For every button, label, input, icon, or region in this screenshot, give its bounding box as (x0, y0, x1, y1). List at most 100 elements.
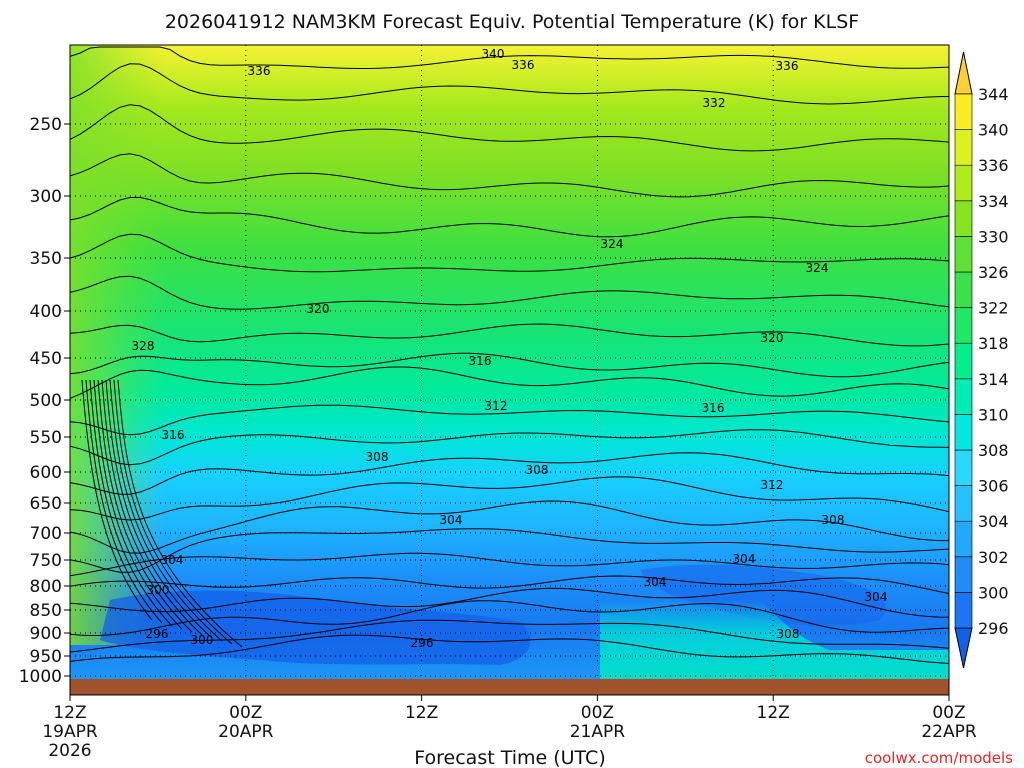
contour-line (69, 275, 950, 310)
contour-line (69, 196, 950, 238)
contour-label: 324 (806, 261, 829, 275)
colorbar-segment (954, 520, 973, 558)
x-tick-hour: 00Z (581, 703, 614, 723)
contour-line (69, 452, 950, 495)
contour-label: 316 (702, 401, 725, 415)
colorbar-label: 334 (978, 192, 1009, 211)
y-tick-label: 600 (30, 463, 62, 483)
x-tick-hour: 12Z (53, 703, 86, 723)
contour-label: 320 (761, 331, 784, 345)
y-tick-label: 750 (30, 551, 62, 571)
colorbar-segment (954, 556, 973, 593)
contour-line (109, 379, 223, 642)
contour-line (105, 379, 213, 639)
colorbar-label: 300 (978, 583, 1009, 602)
y-tick-label: 400 (30, 302, 62, 322)
colorbar-segment (954, 378, 973, 415)
y-tick-label: 850 (30, 601, 62, 621)
gridlines (70, 45, 949, 679)
low-theta-pocket (100, 590, 531, 665)
colorbar-label: 310 (978, 405, 1009, 424)
x-tick-hour: 00Z (932, 703, 965, 723)
contour-label: 324 (601, 237, 624, 251)
colorbar-segment (954, 307, 973, 344)
x-axis-label: Forecast Time (UTC) (414, 747, 605, 768)
colorbar-top-arrow (954, 51, 973, 95)
colorbar-segment (954, 485, 973, 522)
contour-line (69, 528, 950, 573)
colorbar-label: 330 (978, 227, 1009, 246)
y-tick-label: 1000 (19, 667, 62, 687)
contour-line (69, 600, 950, 637)
contour-line (89, 379, 173, 627)
y-tick-label: 250 (30, 115, 62, 135)
x-tick-date: 19APR (42, 722, 98, 742)
contour-line (69, 46, 950, 69)
contour-line (117, 379, 243, 648)
contour-label: 328 (132, 339, 155, 353)
colorbar-label: 344 (978, 85, 1009, 104)
contour-label: 336 (248, 64, 271, 78)
colorbar-label: 322 (978, 299, 1009, 318)
contour-labels: 340 336 336 336 332 328 324 324 320 320 316 316 316 3… (132, 47, 888, 650)
contour-label: 304 (644, 575, 667, 589)
contour-label: 304 (733, 552, 756, 566)
contour-line (69, 233, 950, 273)
contour-line (69, 63, 950, 105)
contour-label: 316 (162, 428, 185, 442)
x-tick-hour: 12Z (405, 703, 438, 723)
x-tick-hour: 12Z (757, 703, 790, 723)
left-warm-plume (70, 45, 165, 645)
colorbar-label: 306 (978, 477, 1009, 496)
plot-area: 340 336 336 336 332 328 324 324 320 320 316 316 316 3… (69, 44, 950, 696)
chart-title: 2026041912 NAM3KM Forecast Equiv. Potent… (165, 11, 859, 33)
colorbar-segment (954, 449, 973, 486)
contour-line (69, 619, 950, 653)
x-tick-date: 22APR (921, 722, 977, 742)
colorbar-label: 326 (978, 263, 1009, 282)
colorbar-label: 314 (978, 370, 1009, 389)
contour-label: 296 (146, 627, 169, 641)
colorbar-label: 318 (978, 334, 1009, 353)
contour-line (97, 379, 193, 633)
contour-line (69, 476, 950, 521)
colorbar-segment (954, 164, 973, 202)
contour-label: 336 (512, 58, 535, 72)
colorbar-segment (954, 342, 973, 380)
contour-line (69, 587, 950, 618)
moist-lowlevel-east (600, 600, 949, 679)
colorbar-segment (954, 271, 973, 308)
colorbar-label: 302 (978, 548, 1009, 567)
contour-line (69, 500, 949, 554)
plot-frame (69, 44, 950, 696)
contour-line (69, 634, 950, 664)
contour-label: 300 (147, 583, 170, 597)
contour-line (113, 379, 233, 645)
colorbar-label: 308 (978, 441, 1009, 460)
y-tick-label: 500 (30, 391, 62, 411)
contour-label: 320 (307, 302, 330, 316)
colorbar-segment (954, 200, 973, 237)
ground-bar (70, 679, 949, 695)
contour-label: 308 (777, 627, 800, 641)
contour-line (93, 379, 183, 630)
contour-line (101, 379, 203, 636)
contour-label: 316 (469, 354, 492, 368)
contour-label: 304 (440, 513, 463, 527)
contour-line (69, 575, 950, 594)
contour-label: 308 (366, 450, 389, 464)
x-tick-date: 20APR (218, 722, 274, 742)
contour-label: 304 (865, 590, 888, 604)
y-tick-label: 800 (30, 577, 62, 597)
y-tick-label: 950 (30, 647, 62, 667)
y-tick-label: 700 (30, 524, 62, 544)
contour-line (69, 352, 950, 378)
y-tick-label: 550 (30, 428, 62, 448)
contour-label: 332 (703, 96, 726, 110)
contour-line (69, 366, 950, 399)
x-tick-date: 21APR (570, 722, 626, 742)
contour-lines (69, 46, 950, 664)
colorbar-bottom-arrow (954, 627, 973, 669)
y-tick-label: 450 (30, 349, 62, 369)
